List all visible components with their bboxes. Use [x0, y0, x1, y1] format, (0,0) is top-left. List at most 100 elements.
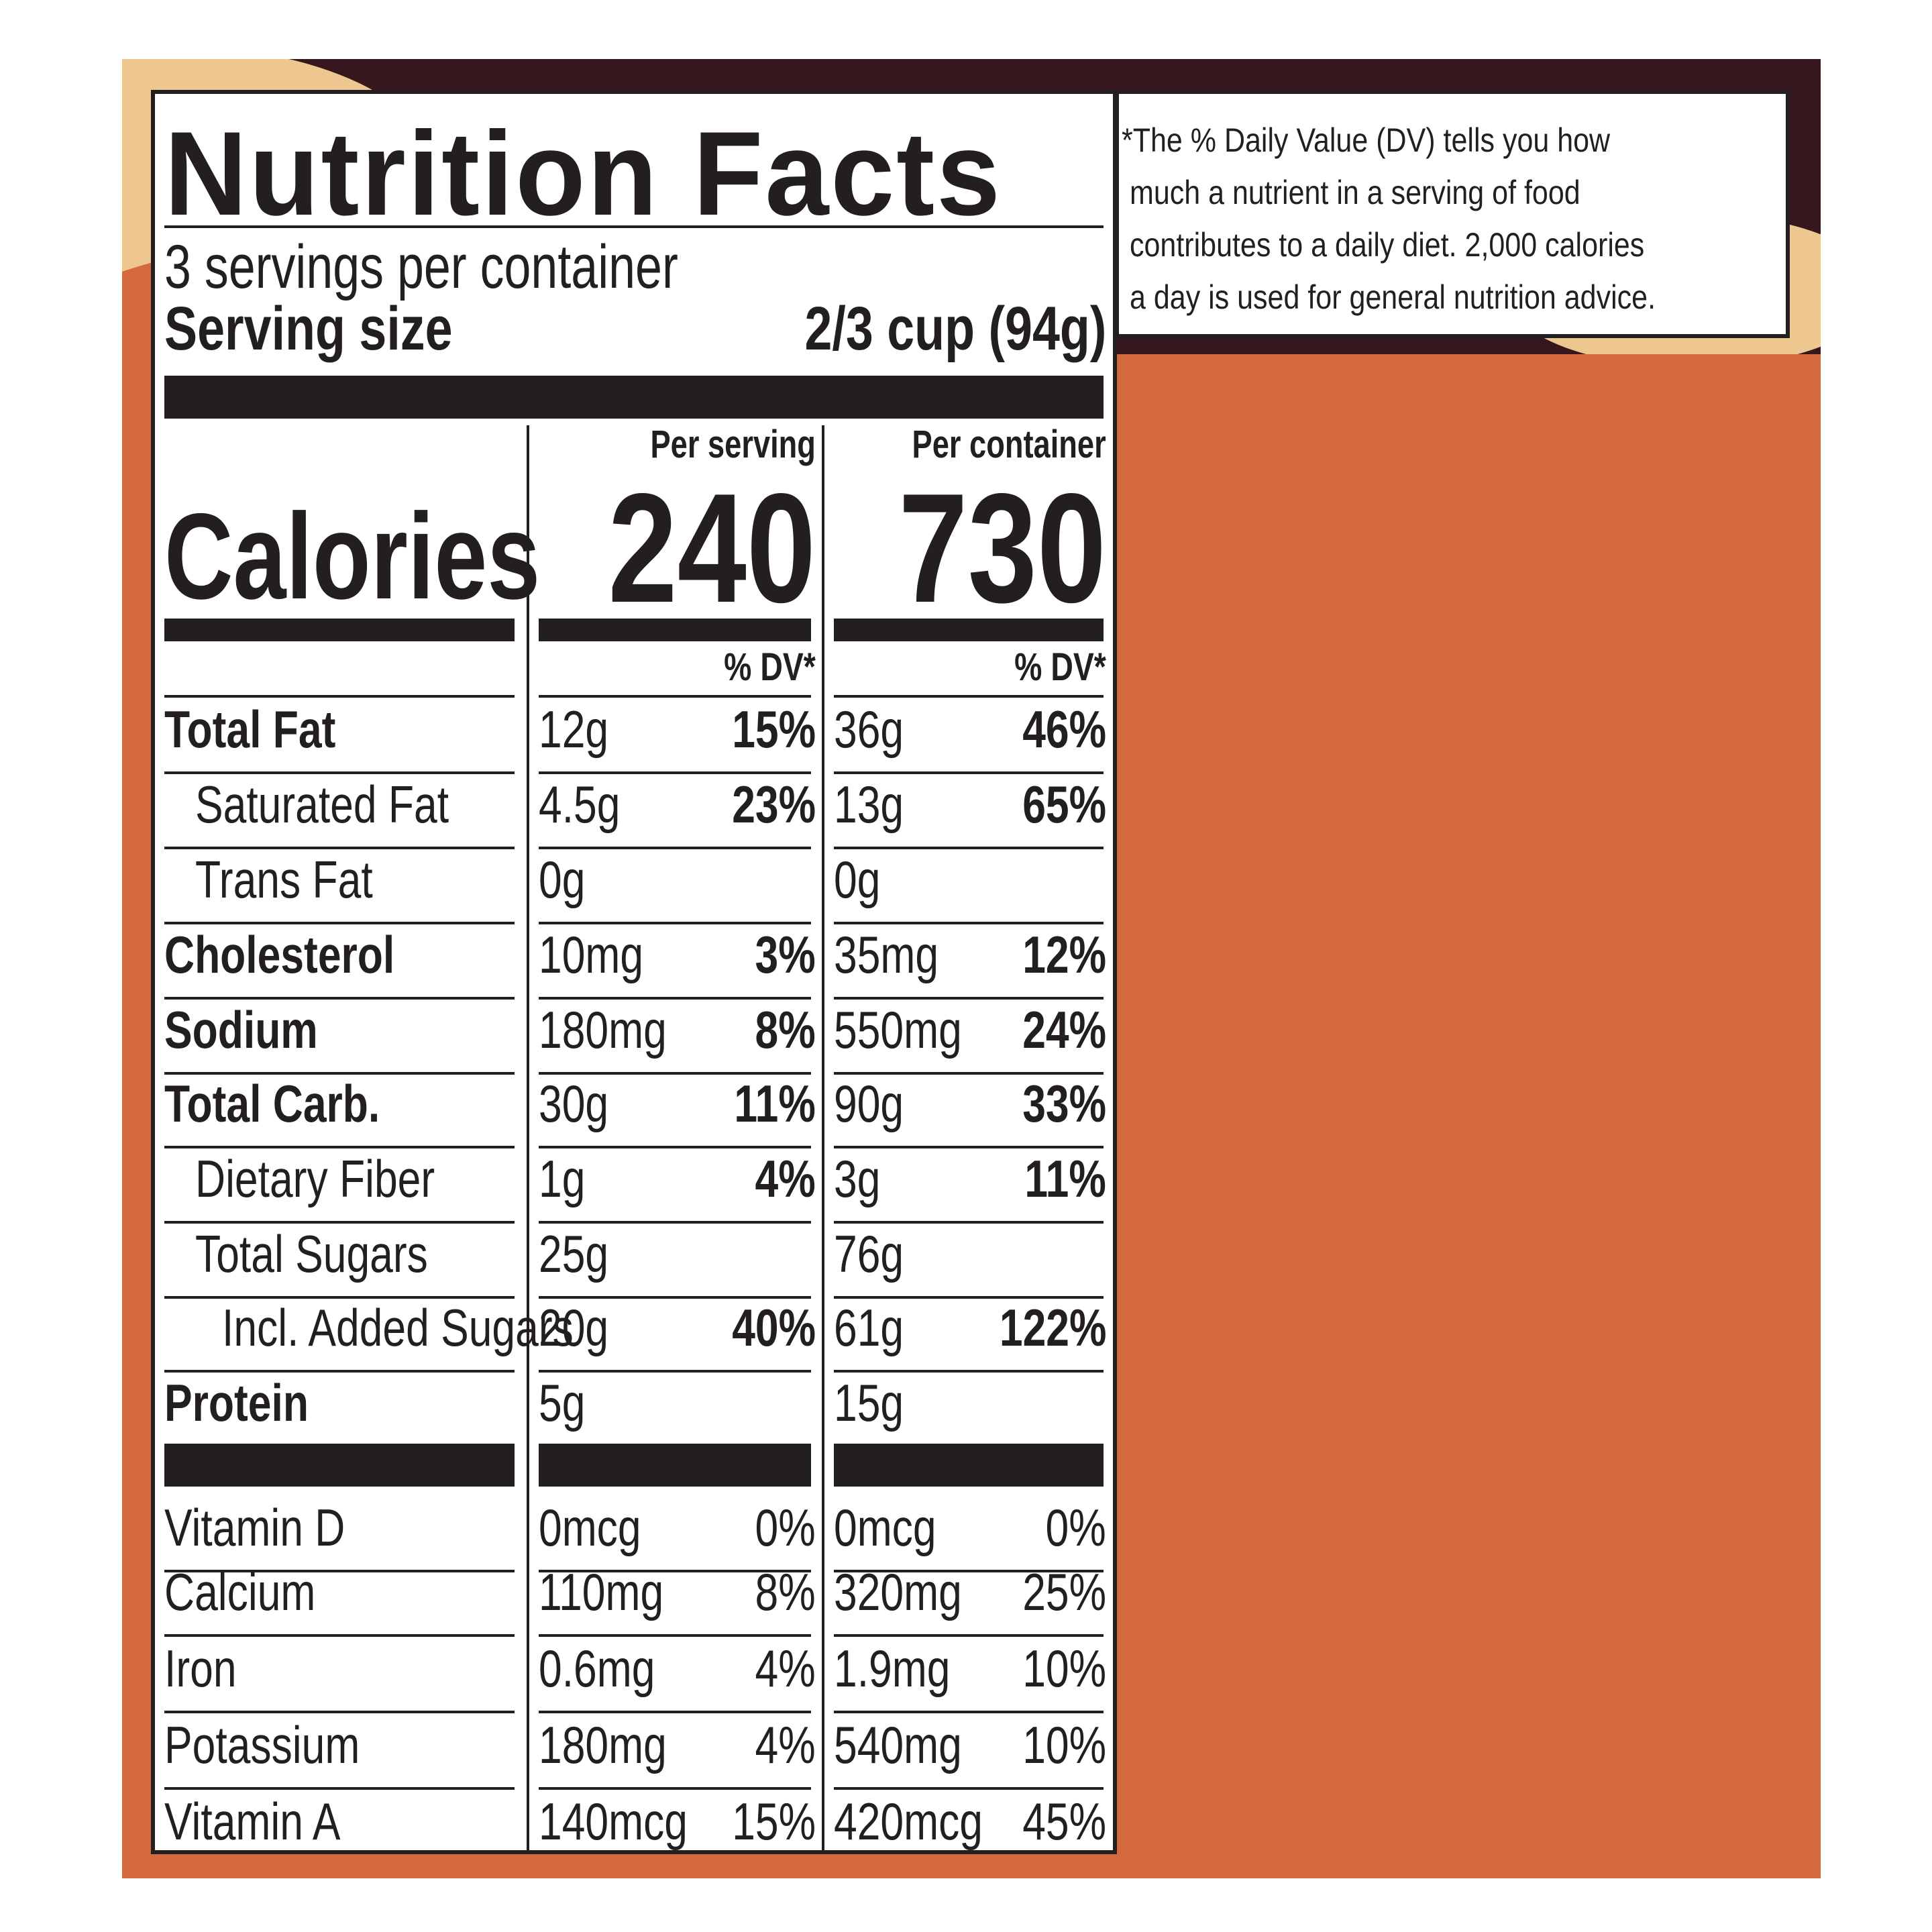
nutrient-serving-amount: 20g: [539, 1298, 609, 1357]
vitamin-1-rule-2: [539, 1634, 811, 1637]
vitamin-container-amount: 1.9mg: [834, 1639, 951, 1698]
calories-thick-rule-3: [834, 619, 1104, 641]
nutrient-container-amount: 3g: [834, 1149, 881, 1208]
serving-thick-rule: [164, 376, 1104, 419]
nutrient-5-rule-3: [834, 1146, 1104, 1148]
nutrient-container-amount: 61g: [834, 1298, 904, 1357]
nutrient-serving-dv: 3%: [755, 925, 816, 984]
per-container-header: Per container: [912, 423, 1106, 466]
column-divider-1: [527, 425, 529, 1851]
footnote-line-3: contributes to a daily diet. 2,000 calor…: [1130, 226, 1645, 264]
vitamin-1-rule-3: [834, 1634, 1104, 1637]
nutrient-serving-dv: 23%: [732, 775, 816, 834]
nutrient-serving-dv: 11%: [734, 1074, 816, 1133]
vitamin-serving-dv: 4%: [755, 1639, 816, 1698]
vitamin-container-dv: 45%: [1022, 1792, 1106, 1851]
nutrient-name: Cholesterol: [164, 925, 395, 984]
nutrient-container-amount: 0g: [834, 850, 881, 909]
calories-label: Calories: [164, 488, 541, 625]
nutrient-8-rule-2: [539, 1370, 811, 1373]
vitamin-serving-amount: 180mg: [539, 1715, 667, 1774]
nutrient-1-rule-1: [164, 847, 515, 849]
nutrient-2-rule-2: [539, 922, 811, 924]
vitamin-container-dv: 10%: [1022, 1715, 1106, 1774]
nutrition-facts-label: Nutrition Facts 3 servings per container…: [151, 90, 1117, 1854]
vitamin-2-rule-1: [164, 1711, 515, 1713]
nutrient-6-rule-1: [164, 1221, 515, 1224]
vitamin-thick-rule-3: [834, 1444, 1104, 1487]
nutrient-8-rule-3: [834, 1370, 1104, 1373]
vitamin-serving-amount: 0.6mg: [539, 1639, 655, 1698]
nutrient-2-rule-1: [164, 922, 515, 924]
nutrient-0-rule-2: [539, 771, 811, 774]
vitamin-3-rule-1: [164, 1787, 515, 1790]
vitamin-name: Iron: [164, 1639, 237, 1698]
nutrient-3-rule-3: [834, 997, 1104, 1000]
vitamin-serving-amount: 110mg: [539, 1562, 664, 1621]
nutrient-name: Incl. Added Sugars: [222, 1298, 574, 1357]
nutrient-serving-amount: 10mg: [539, 925, 644, 984]
vitamin-container-dv: 0%: [1045, 1498, 1106, 1557]
dv-header-container: % DV*: [1014, 645, 1106, 689]
dv-header-rule-1: [164, 695, 515, 698]
title-rule: [164, 225, 1104, 228]
nutrient-0-rule-3: [834, 771, 1104, 774]
column-divider-2: [822, 425, 824, 1851]
vitamin-serving-dv: 4%: [755, 1715, 816, 1774]
vitamin-name: Vitamin D: [164, 1498, 345, 1557]
vitamin-container-amount: 0mcg: [834, 1498, 936, 1557]
vitamin-serving-dv: 0%: [755, 1498, 816, 1557]
vitamin-thick-rule-1: [164, 1444, 515, 1487]
nutrient-serving-dv: 4%: [755, 1149, 816, 1208]
vitamin-container-dv: 10%: [1022, 1639, 1106, 1698]
nutrient-container-dv: 24%: [1022, 1000, 1106, 1059]
nutrient-serving-amount: 30g: [539, 1074, 609, 1133]
nutrient-7-rule-3: [834, 1296, 1104, 1299]
calories-per-container: 730: [898, 462, 1106, 635]
nutrient-serving-dv: 40%: [732, 1298, 816, 1357]
nutrient-container-amount: 35mg: [834, 925, 939, 984]
nutrient-serving-dv: 8%: [755, 1000, 816, 1059]
nutrient-4-rule-3: [834, 1072, 1104, 1075]
vitamin-serving-dv: 15%: [732, 1792, 816, 1851]
nutrient-0-rule-1: [164, 771, 515, 774]
nutrient-serving-amount: 0g: [539, 850, 586, 909]
vitamin-serving-amount: 140mcg: [539, 1792, 688, 1851]
dv-header-rule-3: [834, 695, 1104, 698]
vitamin-thick-rule-2: [539, 1444, 811, 1487]
vitamin-2-rule-3: [834, 1711, 1104, 1713]
nutrient-name: Protein: [164, 1373, 309, 1432]
serving-size-value: 2/3 cup (94g): [804, 294, 1106, 363]
nutrient-name: Sodium: [164, 1000, 318, 1059]
nutrient-4-rule-1: [164, 1072, 515, 1075]
nutrient-container-dv: 33%: [1022, 1074, 1106, 1133]
nutrient-serving-amount: 12g: [539, 700, 609, 759]
dv-header-rule-2: [539, 695, 811, 698]
nutrient-serving-amount: 1g: [539, 1149, 586, 1208]
nutrient-container-amount: 90g: [834, 1074, 904, 1133]
nutrient-1-rule-2: [539, 847, 811, 849]
nutrient-name: Total Fat: [164, 700, 336, 759]
vitamin-container-dv: 25%: [1022, 1562, 1106, 1621]
nutrient-name: Total Carb.: [164, 1074, 380, 1133]
vitamin-2-rule-2: [539, 1711, 811, 1713]
nutrient-container-amount: 36g: [834, 700, 904, 759]
vitamin-container-amount: 420mcg: [834, 1792, 983, 1851]
vitamin-3-rule-3: [834, 1787, 1104, 1790]
nutrient-container-dv: 122%: [999, 1298, 1106, 1357]
nutrient-6-rule-3: [834, 1221, 1104, 1224]
nutrient-4-rule-2: [539, 1072, 811, 1075]
vitamin-1-rule-1: [164, 1634, 515, 1637]
nutrient-container-amount: 76g: [834, 1224, 904, 1283]
nutrient-container-dv: 65%: [1022, 775, 1106, 834]
vitamin-container-amount: 320mg: [834, 1562, 962, 1621]
nutrient-name: Trans Fat: [195, 850, 373, 909]
servings-per-container: 3 servings per container: [164, 233, 678, 301]
nutrient-7-rule-2: [539, 1296, 811, 1299]
footnote-line-2: much a nutrient in a serving of food: [1130, 174, 1580, 211]
nutrient-container-dv: 46%: [1022, 700, 1106, 759]
nutrient-container-dv: 11%: [1024, 1149, 1106, 1208]
nutrient-container-amount: 13g: [834, 775, 904, 834]
dv-header-serving: % DV*: [724, 645, 816, 689]
nutrient-container-amount: 550mg: [834, 1000, 962, 1059]
